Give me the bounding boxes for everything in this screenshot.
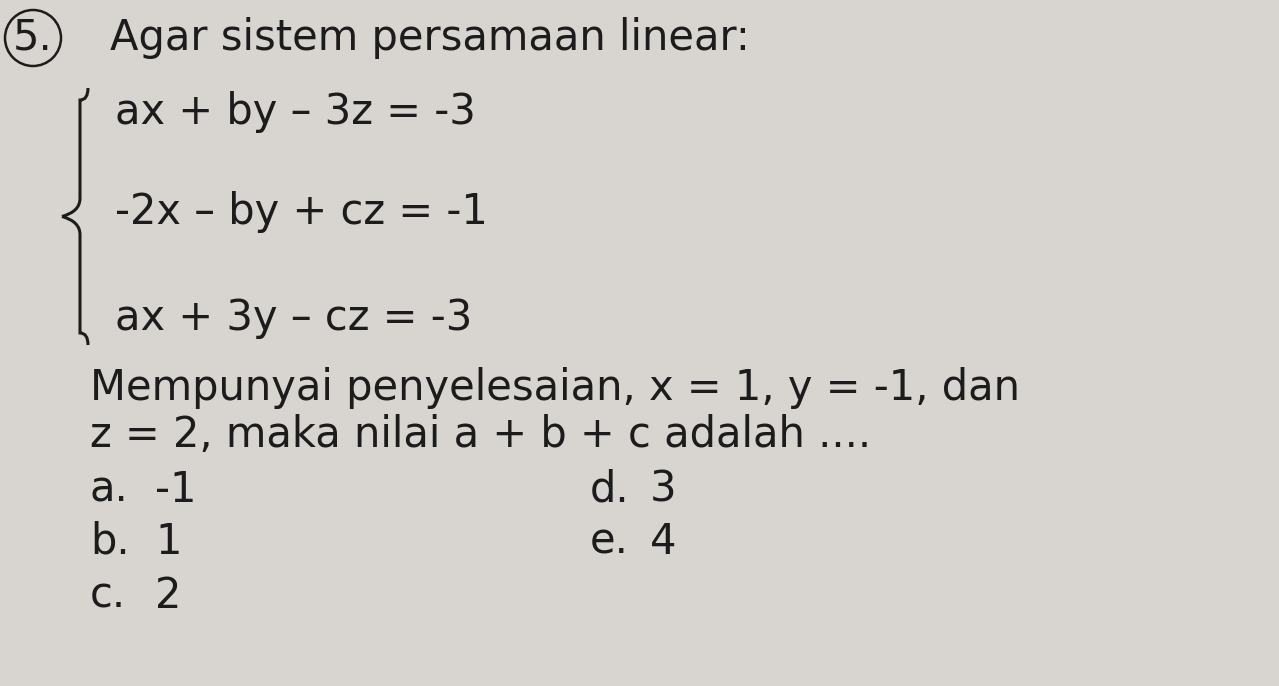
Text: -1: -1 (155, 469, 197, 511)
Text: 4: 4 (650, 521, 677, 563)
Text: z = 2, maka nilai a + b + c adalah ....: z = 2, maka nilai a + b + c adalah .... (90, 414, 871, 456)
Text: -2x – by + cz = -1: -2x – by + cz = -1 (115, 191, 487, 233)
Text: ax + 3y – cz = -3: ax + 3y – cz = -3 (115, 297, 472, 339)
Text: Agar sistem persamaan linear:: Agar sistem persamaan linear: (110, 17, 749, 59)
Text: 3: 3 (650, 469, 677, 511)
Text: e.: e. (590, 521, 629, 563)
Text: b.: b. (90, 521, 129, 563)
Text: 1: 1 (155, 521, 182, 563)
Text: 5.: 5. (13, 17, 52, 59)
Text: Mempunyai penyelesaian, x = 1, y = -1, dan: Mempunyai penyelesaian, x = 1, y = -1, d… (90, 367, 1019, 409)
Text: c.: c. (90, 575, 127, 617)
Text: d.: d. (590, 469, 629, 511)
Text: ax + by – 3z = -3: ax + by – 3z = -3 (115, 91, 476, 133)
Text: a.: a. (90, 469, 129, 511)
Text: 2: 2 (155, 575, 182, 617)
